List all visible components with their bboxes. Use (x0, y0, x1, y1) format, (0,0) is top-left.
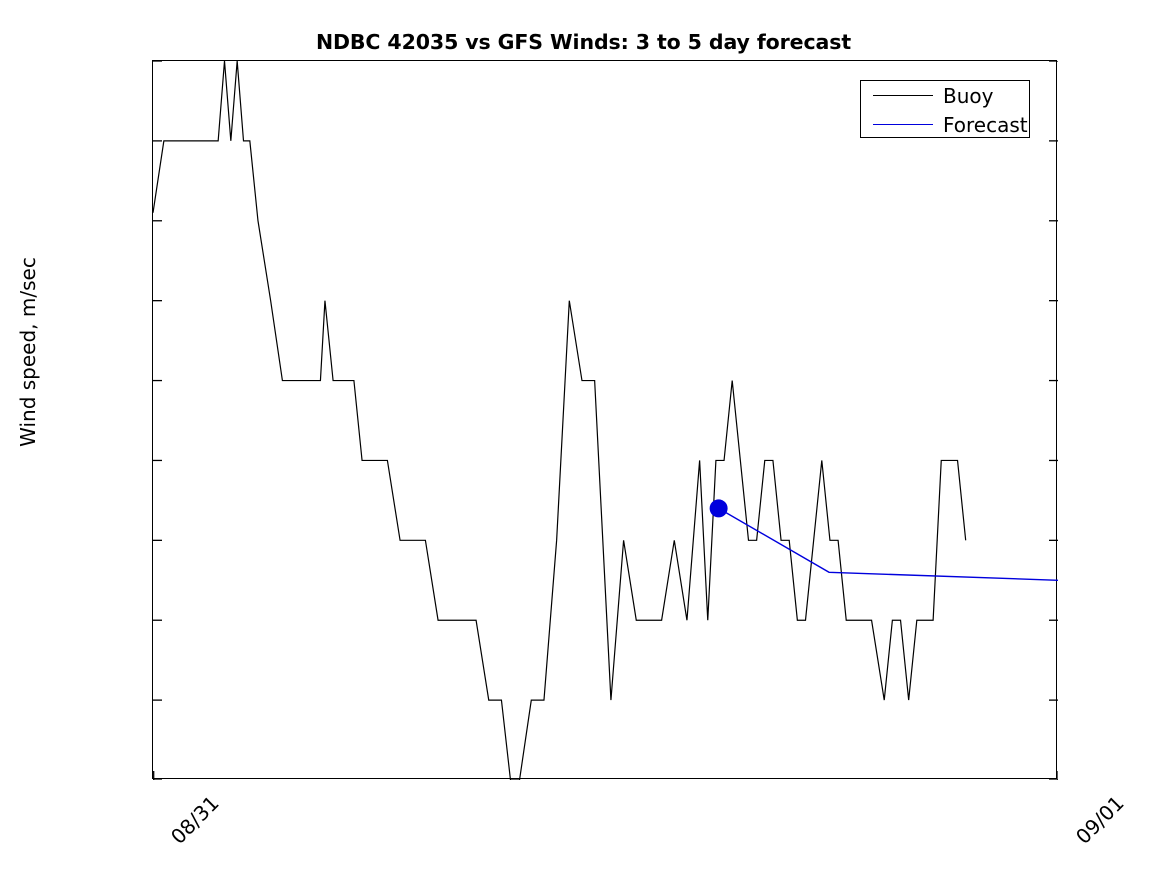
legend-entry-forecast: Forecast (861, 110, 1031, 139)
x-tick-label: 08/31 (165, 791, 224, 849)
data-series-group (153, 61, 1058, 780)
x-tick-label: 09/01 (1070, 791, 1129, 849)
legend-swatch-forecast (873, 124, 933, 125)
legend-label-forecast: Forecast (943, 112, 1028, 137)
legend-label-buoy: Buoy (943, 83, 994, 108)
legend-swatch-buoy (873, 95, 933, 96)
plot-canvas (153, 61, 1058, 780)
series-line-buoy (153, 61, 967, 780)
legend-entry-buoy: Buoy (861, 81, 1031, 110)
plot-area (152, 60, 1058, 780)
forecast-start-marker (709, 499, 728, 518)
chart-title: NDBC 42035 vs GFS Winds: 3 to 5 day fore… (315, 30, 852, 54)
axis-ticks (153, 61, 1058, 780)
series-line-forecast (718, 507, 1058, 581)
legend: Buoy Forecast (860, 80, 1030, 138)
y-axis-title: Wind speed, m/sec (16, 257, 40, 447)
